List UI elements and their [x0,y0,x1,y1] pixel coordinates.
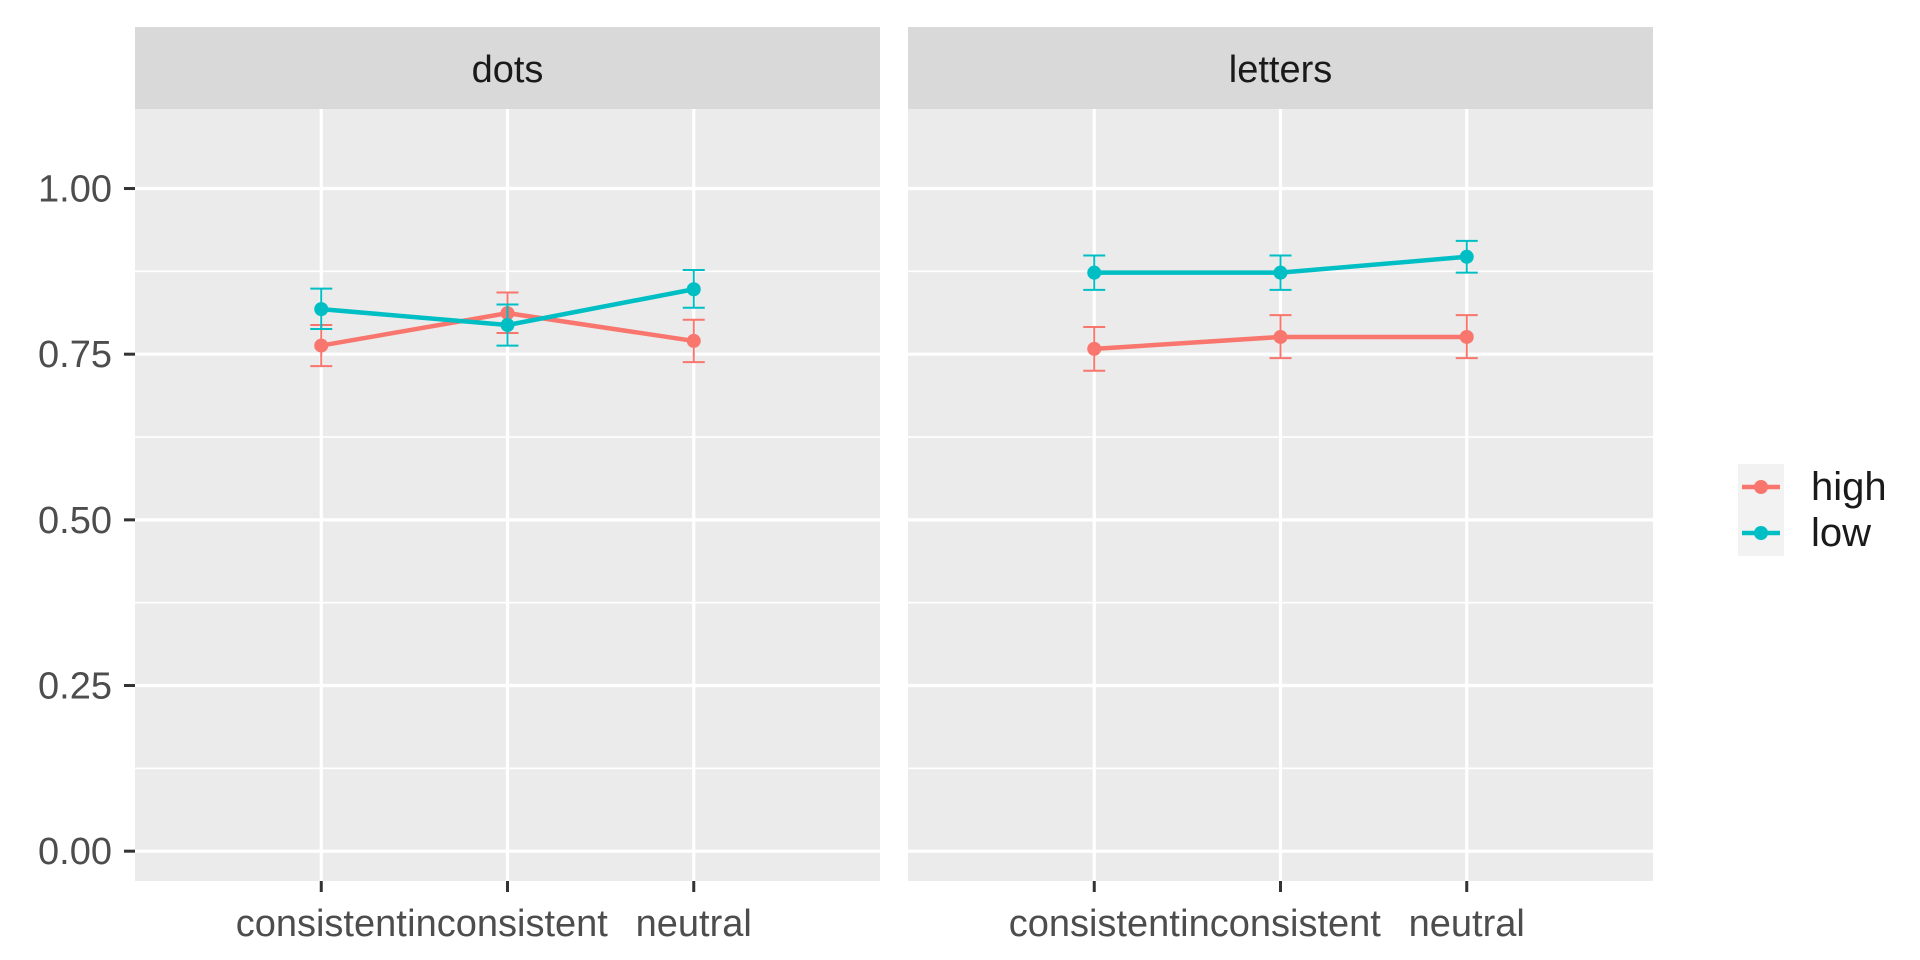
data-point-high [314,338,329,353]
data-point-low [1459,249,1474,264]
data-point-high [1273,329,1288,344]
legend-key-point [1754,526,1768,540]
facet-label: letters [1229,49,1332,91]
x-tick-label: neutral [636,903,752,945]
x-tick-label: inconsistent [407,903,608,945]
x-tick-label: consistent [236,903,408,945]
data-point-low [500,318,515,333]
data-point-low [1273,265,1288,280]
data-point-high [686,333,701,348]
x-tick-label: inconsistent [1180,903,1381,945]
data-point-low [686,282,701,297]
y-tick-label: 0.00 [38,831,112,873]
x-tick-label: neutral [1409,903,1525,945]
data-point-high [1087,341,1102,356]
legend-key-point [1754,480,1768,494]
x-tick-label: consistent [1009,903,1181,945]
legend-key-background [1738,464,1784,556]
facet-strip [135,27,880,109]
facet-strip [908,27,1653,109]
y-tick-label: 1.00 [38,169,112,211]
y-tick-label: 0.25 [38,666,112,708]
data-point-low [1087,265,1102,280]
facet-label: dots [472,49,544,91]
y-tick-label: 0.50 [38,500,112,542]
legend-label: low [1811,511,1871,555]
data-point-low [314,302,329,317]
y-tick-label: 0.75 [38,334,112,376]
data-point-high [1459,329,1474,344]
legend-label: high [1811,465,1887,509]
